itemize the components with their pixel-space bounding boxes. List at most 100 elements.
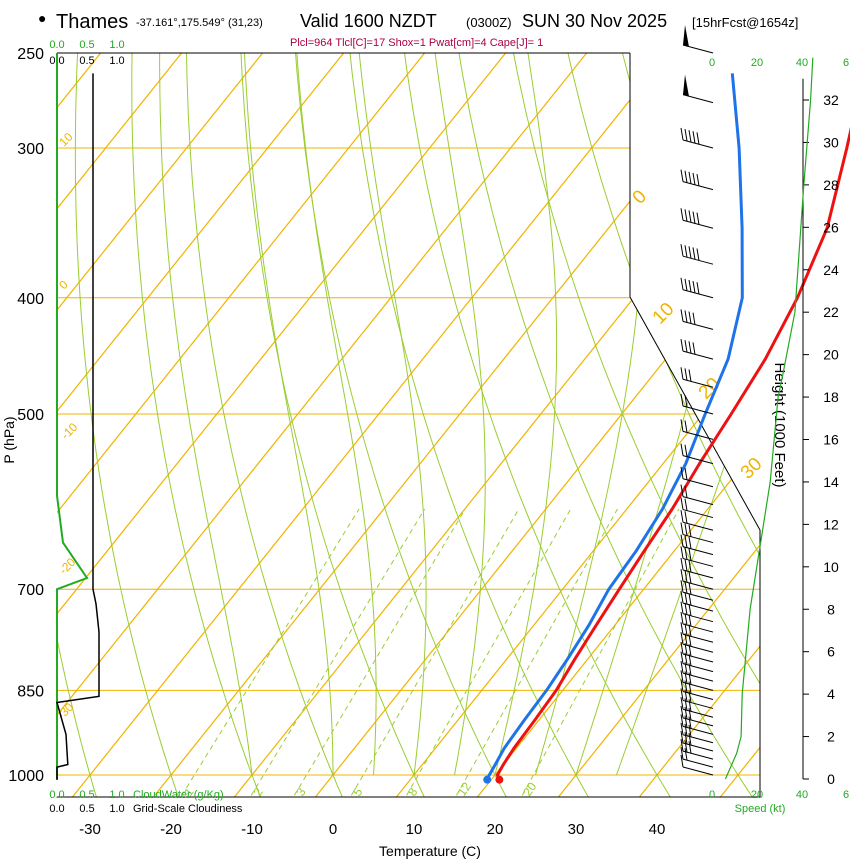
isotherm-line — [308, 53, 760, 797]
wind-barb — [680, 580, 714, 601]
cloudiness-bottom-tick: 0.0 — [49, 803, 64, 815]
cloudwater-top-tick: 0.5 — [79, 39, 94, 51]
height-tick-label: 14 — [823, 474, 839, 490]
height-tick-label: 16 — [823, 432, 839, 448]
station-name: Thames — [56, 11, 129, 33]
wind-barb — [680, 497, 714, 519]
wind-barb — [680, 714, 714, 735]
wind-barb — [680, 622, 714, 643]
wind-barb — [680, 484, 714, 506]
zulu-time: (0300Z) — [466, 15, 512, 30]
dry-adiabat — [185, 53, 347, 797]
height-tick-label: 4 — [827, 686, 835, 702]
surface-dewpoint-dot — [483, 775, 492, 784]
valid-time: Valid 1600 NZDT — [300, 11, 437, 31]
mixing-ratio-label: 12 — [455, 779, 474, 798]
pressure-tick-label: 500 — [17, 407, 44, 424]
wind-barb — [680, 309, 714, 330]
isotherm-line — [57, 53, 281, 797]
cloudiness-profile — [56, 73, 100, 780]
isotherm-line — [57, 53, 362, 797]
wind-barb — [680, 591, 714, 612]
wind-barb — [680, 443, 714, 465]
height-tick-label: 12 — [823, 516, 839, 532]
wind-barb — [680, 730, 714, 752]
cloudwater-profile — [56, 53, 89, 780]
wind-speed-bottom-tick: 6 — [843, 789, 849, 801]
height-tick-label: 18 — [823, 389, 839, 405]
isotherm-line — [551, 53, 760, 797]
isotherm-line — [57, 53, 605, 797]
height-tick-label: 22 — [823, 304, 839, 320]
temperature-tick-label: -10 — [241, 821, 263, 838]
dry-adiabat — [779, 32, 850, 806]
isotherm-line — [65, 53, 686, 797]
dry-adiabat — [293, 53, 512, 797]
wind-barb — [680, 127, 714, 149]
moist-adiabat — [434, 53, 486, 776]
dry-adiabat — [454, 53, 759, 797]
mixing-ratio-line — [181, 508, 360, 796]
wind-speed-axis-label: Speed (kt) — [735, 803, 786, 815]
isotherm-line — [57, 53, 443, 797]
temperature-tick-label: 0 — [329, 821, 337, 838]
isotherm-label: -20 — [56, 555, 78, 577]
cloudiness-axis-label: Grid-Scale Cloudiness — [133, 803, 243, 815]
mixing-ratio-line — [521, 508, 680, 796]
forecast-date: SUN 30 Nov 2025 — [522, 11, 668, 31]
wind-barb — [680, 277, 714, 299]
wind-barb — [680, 208, 714, 229]
cloudwater-bottom-tick: 1.0 — [109, 789, 124, 801]
cloudwater-axis-label: CloudWater (g/Kg) — [133, 789, 224, 801]
height-tick-label: 32 — [823, 92, 839, 108]
height-axis-label: Height (1000 Feet) — [771, 362, 788, 487]
height-tick-label: 8 — [827, 601, 835, 617]
moist-adiabat — [494, 53, 558, 776]
mixing-ratio-line — [293, 508, 466, 796]
dewpoint-profile — [485, 73, 744, 781]
isotherm-label: 0 — [629, 186, 651, 208]
wind-barb — [680, 367, 714, 388]
wind-barb — [680, 522, 714, 544]
cloudiness-bottom-tick: 0.5 — [79, 803, 94, 815]
upper-right-boundary — [629, 53, 761, 797]
height-tick-label: 0 — [827, 771, 835, 787]
wind-speed-top-tick: 40 — [796, 57, 808, 69]
wind-barb — [680, 557, 714, 579]
isotherm-line — [470, 53, 760, 797]
isotherm-label: 30 — [737, 454, 767, 484]
pressure-tick-label: 850 — [17, 683, 44, 700]
dry-adiabat — [401, 53, 676, 797]
wind-barb — [680, 244, 714, 265]
dry-adiabat — [347, 53, 594, 797]
dry-adiabat — [131, 53, 264, 797]
temperature-tick-label: 10 — [406, 821, 423, 838]
cloudwater-top-tick: 0.0 — [49, 39, 64, 51]
thermo-grid — [57, 32, 850, 806]
isotherm-line — [57, 53, 200, 797]
wind-barb — [680, 688, 714, 709]
height-tick-label: 10 — [823, 559, 839, 575]
cloudiness-top-tick: 1.0 — [109, 55, 124, 67]
wind-speed-profile — [724, 57, 814, 780]
cloudwater-top-tick: 1.0 — [109, 39, 124, 51]
wind-speed-bottom-tick: 40 — [796, 789, 808, 801]
wind-barb — [682, 25, 714, 54]
dry-adiabat — [239, 53, 429, 797]
wind-barb — [680, 697, 714, 718]
wind-barb — [680, 169, 714, 191]
mixing-ratio-line — [406, 508, 572, 796]
moist-adiabat — [296, 53, 377, 776]
forecast-run: [15hrFcst@1654z] — [692, 15, 799, 30]
pressure-axis-label: P (hPa) — [1, 416, 17, 463]
wind-barb — [680, 510, 714, 531]
isotherm-line — [632, 53, 760, 797]
pressure-tick-label: 250 — [17, 46, 44, 63]
temperature-profile — [495, 126, 850, 781]
temperature-tick-label: 40 — [649, 821, 666, 838]
wind-barb — [680, 466, 714, 488]
dry-adiabat — [616, 53, 760, 797]
mixing-ratio-label: 20 — [520, 779, 539, 798]
wind-barb — [680, 739, 714, 760]
